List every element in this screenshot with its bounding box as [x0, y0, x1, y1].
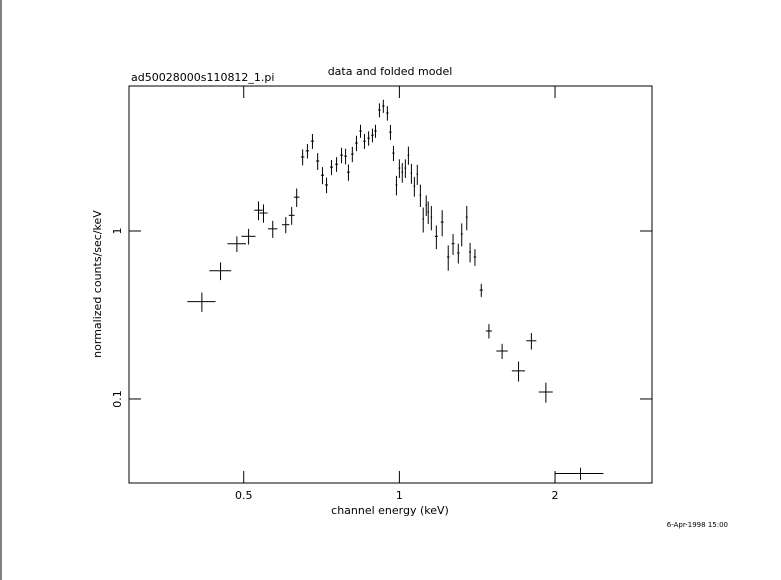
y-tick-label: 0.1 — [111, 390, 124, 408]
x-tick-label: 1 — [396, 489, 403, 502]
x-axis-label: channel energy (keV) — [331, 504, 449, 517]
plot-frame — [128, 85, 653, 484]
timestamp: 6-Apr-1998 15:00 — [667, 521, 728, 529]
x-tick-label: 0.5 — [235, 489, 253, 502]
y-tick-label: 1 — [111, 228, 124, 235]
y-axis-label: normalized counts/sec/keV — [91, 210, 104, 358]
x-tick-label: 2 — [552, 489, 559, 502]
chart-subtitle: ad50028000s110812_1.pi — [131, 71, 274, 84]
chart-title: data and folded model — [328, 65, 453, 78]
